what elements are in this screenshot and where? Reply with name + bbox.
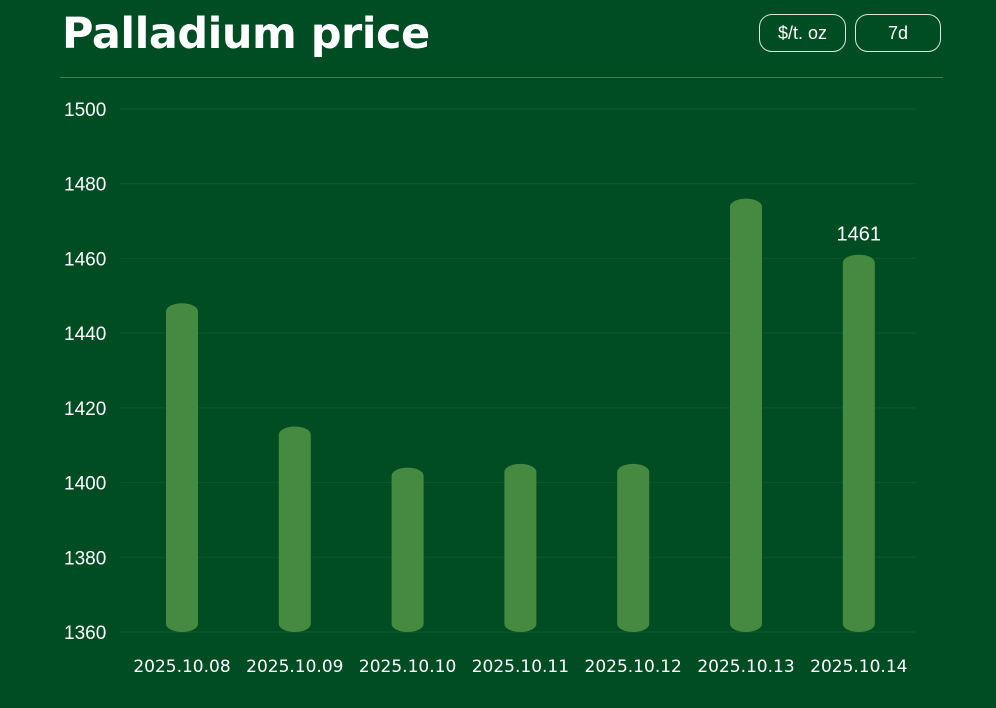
x-axis-ticks: 2025.10.08 2025.10.09 2025.10.10 2025.10.11… (133, 657, 907, 677)
page-title: Palladium price (62, 9, 430, 59)
bar-2025.10.14[interactable] (842, 254, 875, 632)
bar-2025.10.09[interactable] (278, 426, 311, 632)
y-tick-label: 1360 (64, 623, 106, 644)
y-tick-label: 1460 (64, 249, 106, 270)
bar-2025.10.11[interactable] (504, 463, 537, 632)
y-tick-label: 1380 (64, 548, 106, 569)
x-tick-label: 2025.10.08 (133, 657, 230, 677)
range-selector-button[interactable]: 7d (855, 14, 941, 52)
bars (166, 198, 875, 632)
x-tick-label: 2025.10.09 (246, 657, 343, 677)
bar-2025.10.10[interactable] (391, 467, 424, 632)
y-tick-label: 1440 (64, 324, 106, 345)
y-tick-label: 1480 (64, 175, 106, 196)
x-tick-label: 2025.10.12 (585, 657, 682, 677)
data-labels: 1461 (837, 224, 882, 246)
x-tick-label: 2025.10.14 (810, 657, 907, 677)
x-tick-label: 2025.10.13 (697, 657, 794, 677)
unit-selector-button[interactable]: $/t. oz (759, 14, 846, 52)
grid-lines (120, 108, 916, 633)
bar-2025.10.08[interactable] (166, 303, 198, 632)
bar-value-label: 1461 (837, 224, 882, 246)
bar-2025.10.13[interactable] (730, 198, 762, 632)
bar-2025.10.12[interactable] (617, 463, 650, 632)
x-tick-label: 2025.10.11 (472, 657, 569, 677)
x-tick-label: 2025.10.10 (359, 657, 456, 677)
y-tick-label: 1500 (64, 100, 106, 121)
y-axis-ticks: 1360 1380 1400 1420 1440 1460 1480 1500 (64, 100, 106, 644)
y-tick-label: 1400 (64, 474, 106, 495)
y-tick-label: 1420 (64, 399, 106, 420)
header-divider (60, 77, 943, 78)
